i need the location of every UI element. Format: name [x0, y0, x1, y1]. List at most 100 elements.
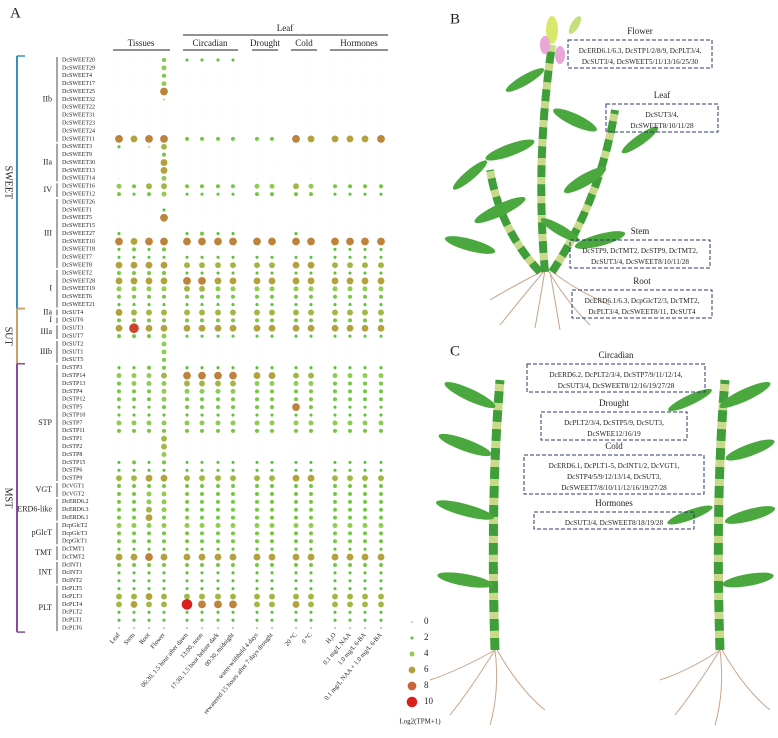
expression-dot: [363, 366, 367, 370]
gene-label: DcpGlcT3: [62, 531, 87, 537]
expression-dot: [362, 262, 368, 269]
expression-dot: [146, 506, 152, 513]
expression-dot: [254, 183, 260, 189]
box-text: DcSUT3/4, DcSWEET5/11/13/16/25/30: [582, 58, 699, 66]
expression-dot: [116, 192, 122, 197]
expression-dot: [269, 523, 275, 528]
expression-dot: [334, 98, 336, 101]
expression-dot: [269, 484, 275, 489]
expression-dot: [230, 523, 236, 528]
expression-dot: [184, 388, 190, 394]
expression-dot: [216, 334, 220, 338]
expression-dot: [148, 453, 150, 456]
expression-dot: [231, 460, 235, 464]
expression-dot: [215, 507, 221, 512]
expression-dot: [379, 610, 383, 614]
expression-dot: [232, 351, 234, 353]
expression-dot: [361, 277, 369, 285]
expression-dot: [256, 130, 258, 132]
expression-dot: [310, 201, 312, 203]
expression-dot: [347, 294, 353, 299]
expression-dot: [161, 318, 167, 323]
group-label: VGT: [36, 485, 53, 494]
expression-dot: [294, 232, 298, 236]
expression-dot: [256, 122, 258, 124]
gene-label: DcSTP10: [62, 412, 85, 418]
expression-dot: [230, 380, 236, 387]
expression-dot: [333, 255, 337, 259]
expression-dot: [162, 547, 166, 551]
expression-dot: [363, 334, 367, 338]
expression-dot: [362, 294, 368, 299]
expression-dot: [230, 388, 236, 394]
expression-dot: [310, 232, 312, 235]
legend-dot: [407, 681, 417, 691]
column-label: Root: [138, 632, 152, 646]
expression-dot: [348, 610, 352, 614]
expression-dot: [199, 136, 205, 141]
expression-dot: [201, 446, 203, 448]
expression-dot: [347, 381, 353, 386]
expression-dot: [294, 587, 298, 591]
expression-dot: [309, 547, 313, 551]
expression-dot: [363, 547, 367, 551]
legend-dot: [410, 620, 414, 624]
expression-dot: [379, 579, 383, 583]
expression-dot: [161, 507, 167, 513]
expression-dot: [333, 247, 337, 251]
expression-dot: [256, 446, 258, 448]
expression-dot: [161, 286, 167, 292]
expression-dot: [334, 225, 336, 227]
expression-dot: [348, 627, 352, 630]
expression-dot: [116, 420, 122, 426]
expression-dot: [183, 324, 191, 332]
expression-dot: [231, 366, 235, 370]
expression-dot: [232, 67, 234, 69]
expression-dot: [333, 627, 337, 630]
expression-dot: [230, 405, 236, 410]
expression-dot: [201, 83, 203, 85]
expression-dot: [129, 323, 139, 334]
expression-dot: [331, 135, 339, 143]
expression-dot: [185, 571, 189, 575]
gene-label: DcSWEET4: [62, 73, 92, 79]
expression-dot: [308, 562, 314, 567]
expression-dot: [334, 177, 336, 179]
expression-dot: [364, 453, 366, 456]
expression-dot: [131, 523, 137, 528]
expression-dot: [380, 359, 382, 361]
expression-dot: [256, 232, 258, 235]
expression-dot: [349, 106, 351, 108]
group-label: TMT: [35, 548, 52, 557]
expression-dot: [214, 600, 222, 609]
expression-dot: [216, 192, 220, 196]
group-label: INT: [39, 568, 52, 577]
expression-dot: [271, 232, 273, 235]
expression-dot: [217, 98, 219, 101]
expression-dot: [254, 523, 260, 528]
expression-dot: [145, 261, 153, 269]
expression-dot: [131, 381, 137, 386]
expression-dot: [380, 130, 382, 132]
expression-dot: [347, 184, 353, 189]
box-title: Stem: [631, 226, 650, 236]
expression-dot: [145, 474, 153, 482]
expression-dot: [332, 286, 338, 292]
expression-dot: [116, 381, 122, 386]
expression-dot: [146, 531, 152, 536]
column-label: H₂O: [325, 632, 338, 646]
expression-dot: [116, 491, 122, 496]
expression-dot: [310, 453, 312, 456]
expression-dot: [349, 169, 351, 172]
expression-dot: [362, 499, 368, 504]
expression-dot: [307, 237, 315, 246]
expression-dot: [349, 232, 351, 235]
expression-dot: [147, 247, 151, 251]
expression-dot: [217, 106, 219, 108]
expression-dot: [148, 438, 150, 440]
expression-dot: [148, 106, 150, 108]
expression-dot: [364, 177, 366, 179]
expression-dot: [118, 83, 120, 85]
expression-dot: [332, 523, 338, 528]
expression-dot: [349, 217, 351, 219]
